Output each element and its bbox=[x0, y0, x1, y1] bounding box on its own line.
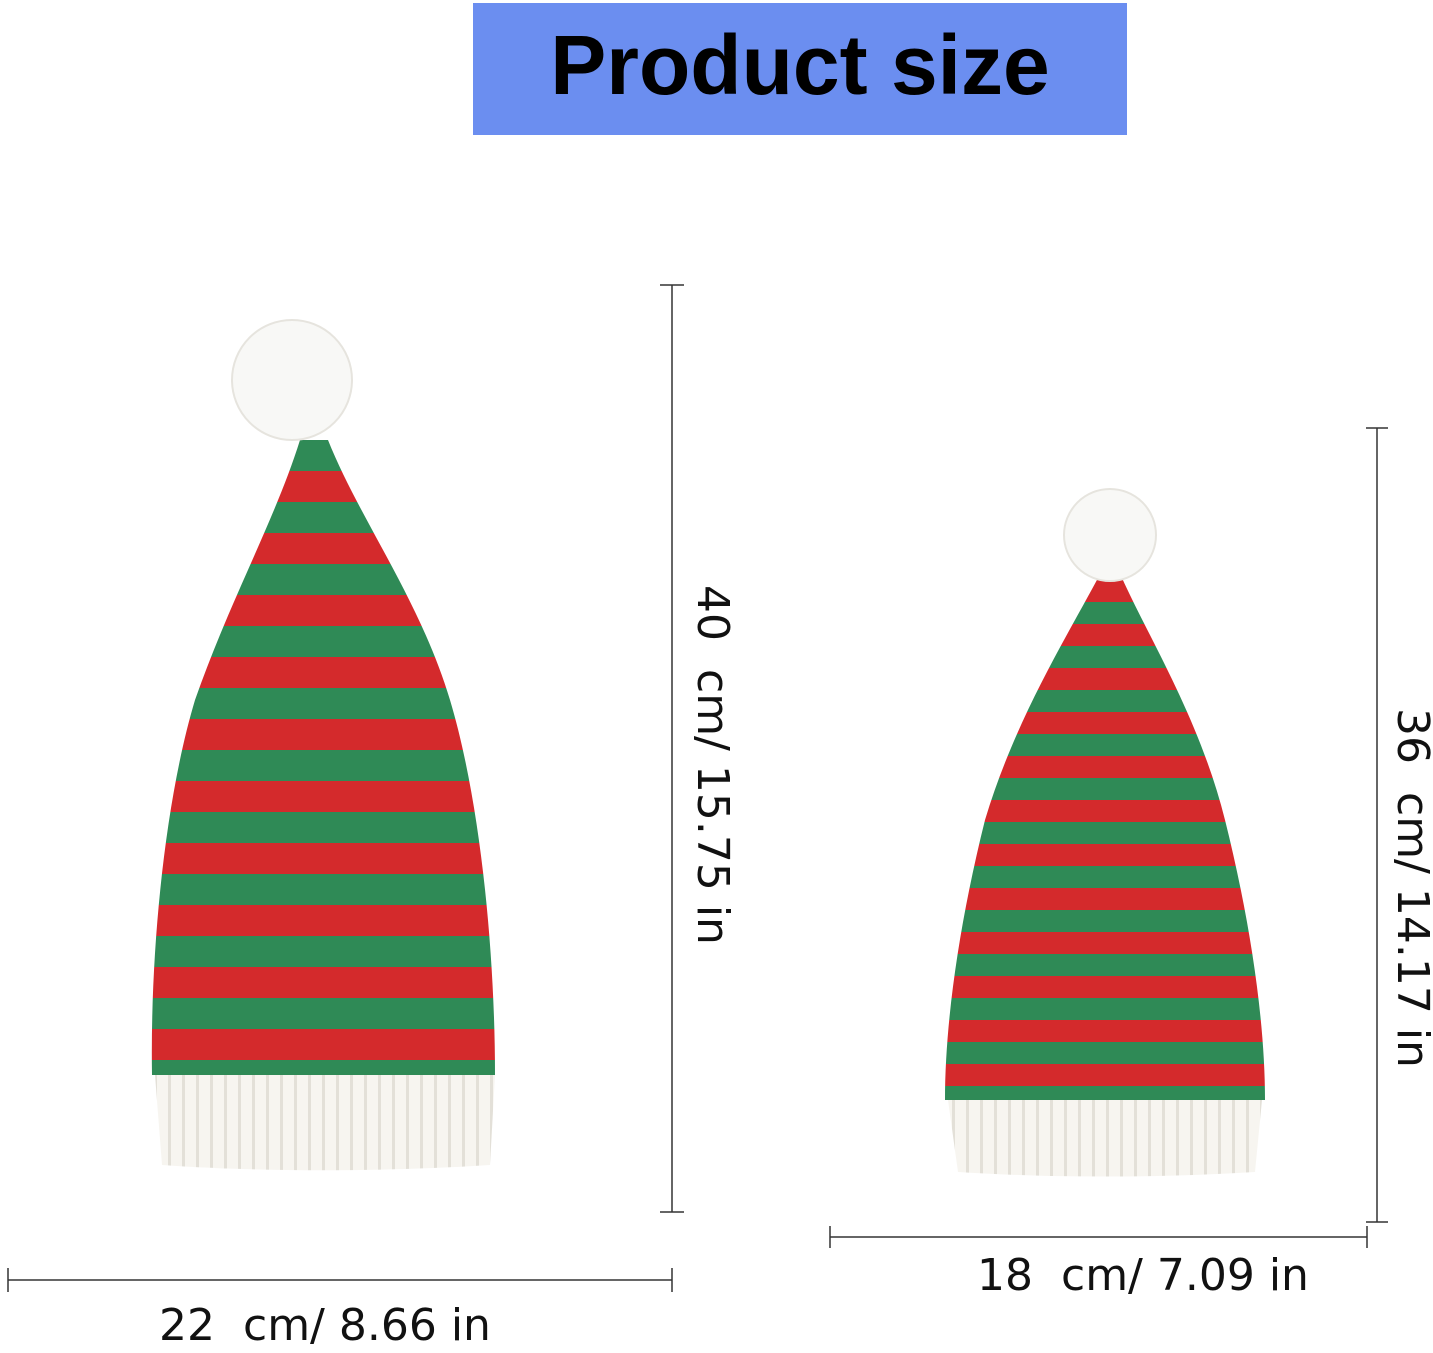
title-banner bbox=[473, 3, 1127, 135]
large-width-label: 22 cm/ 8.66 in bbox=[159, 1300, 491, 1351]
dimension-lines bbox=[7, 284, 1388, 1292]
small-width-label: 18 cm/ 7.09 in bbox=[977, 1250, 1309, 1301]
small-height-label: 36 cm/ 14.17 in bbox=[1387, 708, 1433, 1068]
small-hat bbox=[945, 488, 1265, 1177]
title: Product size bbox=[550, 18, 1049, 112]
large-hat bbox=[151, 319, 495, 1171]
large-height-label: 40 cm/ 15.75 in bbox=[687, 585, 738, 945]
